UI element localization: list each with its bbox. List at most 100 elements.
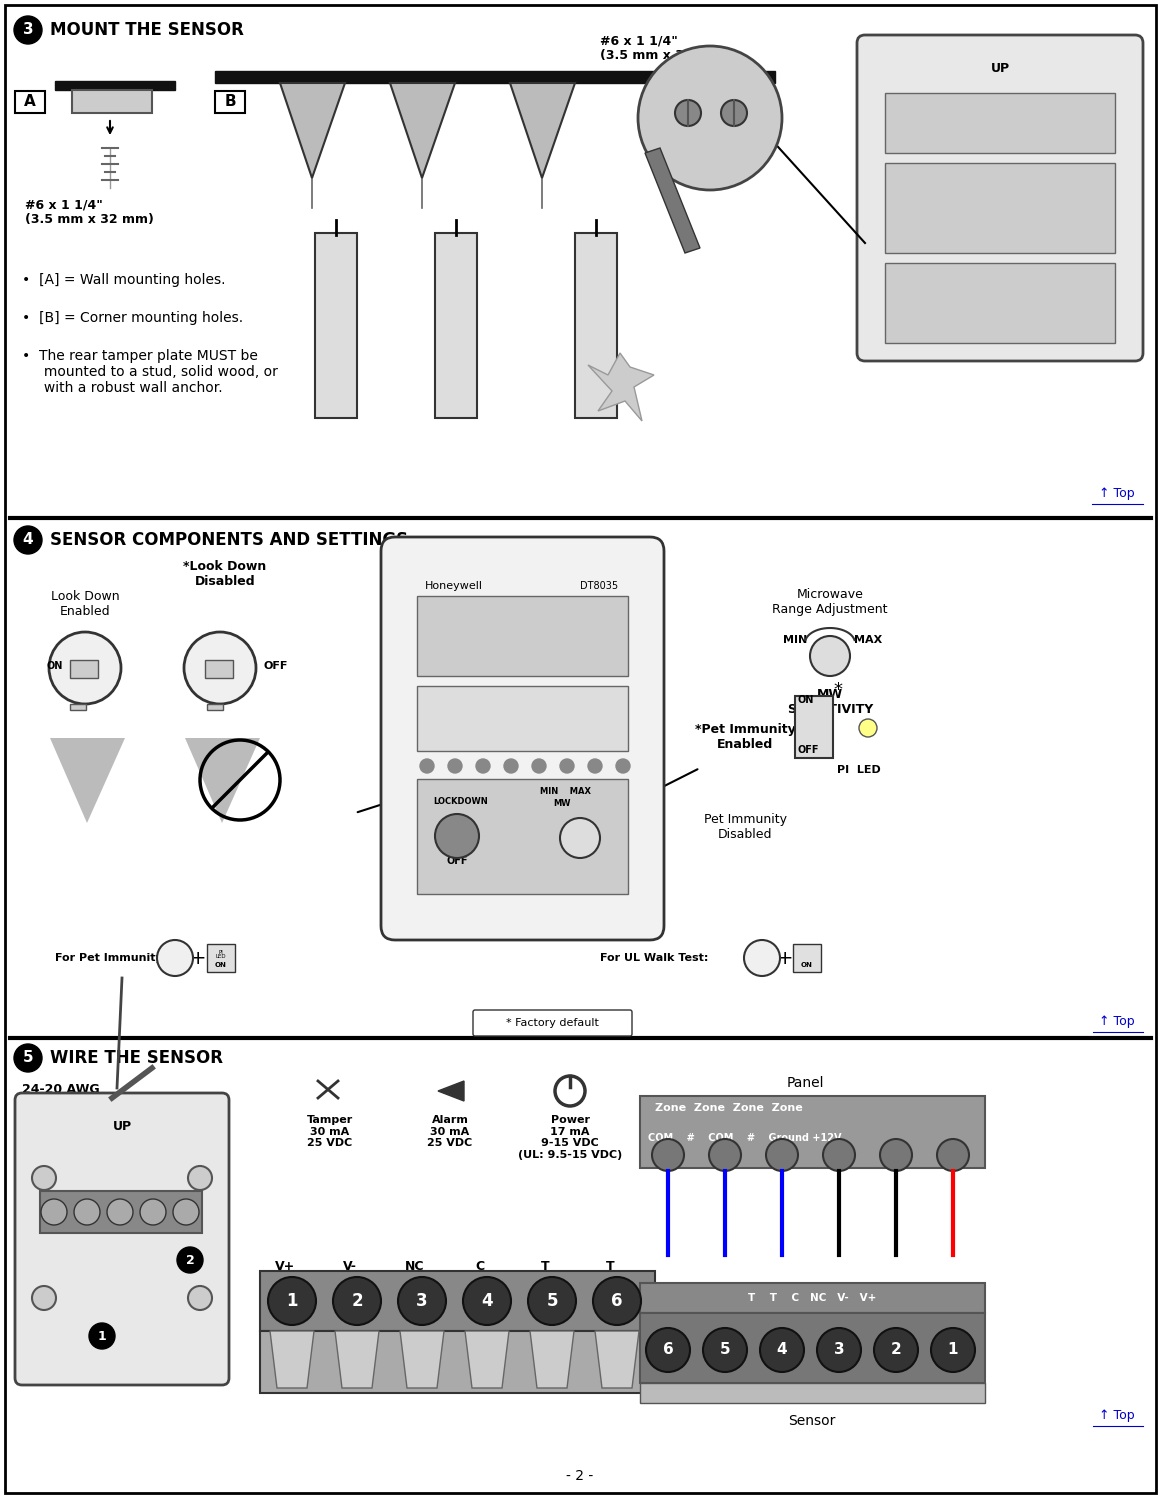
Polygon shape <box>466 1332 509 1389</box>
Bar <box>70 661 98 679</box>
Circle shape <box>14 16 42 43</box>
Text: ↑ Top: ↑ Top <box>1099 1016 1135 1028</box>
Circle shape <box>639 46 783 190</box>
Text: 2: 2 <box>186 1254 194 1266</box>
Circle shape <box>874 1329 918 1372</box>
Bar <box>72 90 152 112</box>
Bar <box>205 661 233 679</box>
Circle shape <box>560 818 600 858</box>
Bar <box>435 234 477 418</box>
Circle shape <box>760 1329 805 1372</box>
Text: For UL Walk Test:: For UL Walk Test: <box>600 953 708 963</box>
Bar <box>215 70 776 82</box>
Polygon shape <box>531 1332 574 1389</box>
Text: #6 x 1 1/4"
(3.5 mm x 32 mm): #6 x 1 1/4" (3.5 mm x 32 mm) <box>26 198 154 226</box>
Circle shape <box>420 759 434 773</box>
Circle shape <box>823 1138 854 1171</box>
FancyBboxPatch shape <box>473 1010 632 1037</box>
Text: 3: 3 <box>23 22 34 37</box>
Circle shape <box>817 1329 861 1372</box>
Circle shape <box>709 1138 741 1171</box>
Circle shape <box>810 637 850 676</box>
Circle shape <box>188 1285 212 1309</box>
Circle shape <box>937 1138 969 1171</box>
Text: UP: UP <box>990 61 1010 75</box>
Polygon shape <box>280 82 345 178</box>
Polygon shape <box>271 1332 313 1389</box>
Bar <box>795 697 832 758</box>
Circle shape <box>188 1165 212 1189</box>
Text: SENSOR COMPONENTS AND SETTINGS: SENSOR COMPONENTS AND SETTINGS <box>50 530 409 548</box>
Circle shape <box>74 1198 100 1225</box>
Text: V+: V+ <box>275 1260 295 1272</box>
Text: +: + <box>777 948 793 968</box>
Text: Honeywell: Honeywell <box>425 581 483 592</box>
Circle shape <box>587 759 603 773</box>
Bar <box>640 1383 985 1404</box>
Text: V-: V- <box>342 1260 356 1272</box>
Text: 5: 5 <box>23 1050 34 1065</box>
Circle shape <box>704 1329 747 1372</box>
Text: 1: 1 <box>947 1342 958 1357</box>
Circle shape <box>183 632 255 704</box>
Text: For Pet Immunity:: For Pet Immunity: <box>55 953 167 963</box>
Circle shape <box>593 1276 641 1326</box>
Bar <box>315 234 356 418</box>
Text: MW: MW <box>553 800 570 809</box>
Bar <box>885 93 1115 153</box>
Bar <box>207 944 235 972</box>
Circle shape <box>675 100 701 126</box>
Text: ON: ON <box>796 695 814 706</box>
Text: OFF: OFF <box>796 745 819 755</box>
Text: Alarm
30 mA
25 VDC: Alarm 30 mA 25 VDC <box>427 1115 473 1147</box>
Text: Tamper
30 mA
25 VDC: Tamper 30 mA 25 VDC <box>307 1115 353 1147</box>
Circle shape <box>766 1138 798 1171</box>
Text: C: C <box>476 1260 484 1272</box>
Text: 1: 1 <box>98 1330 107 1342</box>
Circle shape <box>560 759 574 773</box>
Circle shape <box>14 1044 42 1073</box>
Circle shape <box>859 719 877 737</box>
Text: +: + <box>189 948 207 968</box>
Text: *: * <box>834 682 843 700</box>
Circle shape <box>398 1276 446 1326</box>
Circle shape <box>448 759 462 773</box>
Polygon shape <box>401 1332 444 1389</box>
Text: 6: 6 <box>663 1342 673 1357</box>
Text: - 2 -: - 2 - <box>567 1470 593 1483</box>
FancyBboxPatch shape <box>857 34 1142 361</box>
Text: 6: 6 <box>611 1291 622 1309</box>
Text: 1: 1 <box>287 1291 297 1309</box>
Text: ↑ Top: ↑ Top <box>1099 1410 1135 1422</box>
Text: DT8035: DT8035 <box>580 581 618 592</box>
Polygon shape <box>390 82 455 178</box>
Bar <box>793 944 821 972</box>
Circle shape <box>931 1329 975 1372</box>
Text: T: T <box>606 1260 614 1272</box>
Text: ON: ON <box>46 661 63 671</box>
Bar <box>417 779 628 894</box>
Text: *Look Down
Disabled: *Look Down Disabled <box>183 560 267 589</box>
Text: COM    #    COM    #    Ground +12V: COM # COM # Ground +12V <box>648 1132 842 1143</box>
Text: ↑ Top: ↑ Top <box>1099 487 1135 500</box>
Circle shape <box>89 1323 115 1350</box>
Circle shape <box>880 1138 913 1171</box>
Text: •  The rear tamper plate MUST be
     mounted to a stud, solid wood, or
     wit: • The rear tamper plate MUST be mounted … <box>22 349 277 395</box>
Text: UP: UP <box>113 1119 131 1132</box>
Text: MAX: MAX <box>853 635 882 646</box>
Circle shape <box>173 1198 199 1225</box>
Polygon shape <box>336 1332 378 1389</box>
Circle shape <box>268 1276 316 1326</box>
Text: Zone  Zone  Zone  Zone: Zone Zone Zone Zone <box>655 1103 802 1113</box>
Text: MOUNT THE SENSOR: MOUNT THE SENSOR <box>50 21 244 39</box>
Text: Pet Immunity
Disabled: Pet Immunity Disabled <box>704 813 786 840</box>
Bar <box>575 234 616 418</box>
Circle shape <box>528 1276 576 1326</box>
Text: 4: 4 <box>23 532 34 547</box>
Text: *Pet Immunity
Enabled: *Pet Immunity Enabled <box>694 724 795 750</box>
Text: T    T    C   NC   V-   V+: T T C NC V- V+ <box>748 1293 877 1303</box>
Text: Look Down
Enabled: Look Down Enabled <box>51 590 120 619</box>
Circle shape <box>744 941 780 977</box>
Text: B: B <box>224 94 236 109</box>
Bar <box>885 264 1115 343</box>
